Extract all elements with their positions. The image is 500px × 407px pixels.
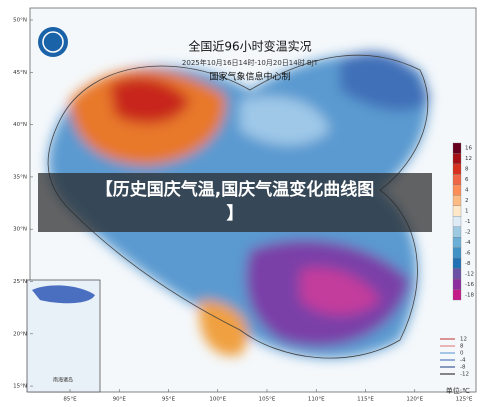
legend-label: 6 (465, 177, 469, 183)
legend-label: -6 (465, 250, 471, 256)
longitude-label: 120°E (406, 397, 423, 403)
banner-line: 【历史国庆气温,国庆气温变化曲线图 (95, 180, 375, 200)
longitude-label: 105°E (259, 397, 276, 403)
legend-label: 12 (465, 156, 472, 162)
legend-swatch (452, 268, 462, 280)
inset-land (32, 285, 95, 304)
legend-label: -16 (465, 282, 474, 288)
legend-swatch (452, 237, 462, 248)
legend-swatch (452, 163, 462, 175)
legend-label: 2 (465, 198, 469, 204)
latitude-label: 25°N (13, 279, 27, 285)
legend-label: -1 (465, 219, 470, 225)
legend-label: 1 (465, 209, 469, 215)
map-title: 全国近96小时变温实况 (188, 39, 311, 54)
latitude-label: 45°N (13, 70, 27, 76)
legend-swatch (452, 289, 462, 301)
producer: 国家气象信息中心制 (209, 71, 290, 83)
line-legend-label: -4 (460, 358, 466, 364)
latitude-label: 30°N (13, 227, 27, 233)
line-legend-label: -12 (460, 372, 469, 378)
line-legend-label: 8 (460, 344, 464, 350)
longitude-label: 95°E (162, 397, 176, 403)
legend-swatch (452, 257, 462, 269)
legend-swatch (452, 226, 462, 238)
map-subtitle: 2025年10月16日14时-10月20日14时 BJT (182, 58, 319, 67)
legend-swatch (452, 195, 462, 206)
legend-label: 4 (465, 188, 469, 194)
line-legend-label: 0 (460, 351, 464, 357)
longitude-label: 125°E (456, 397, 473, 403)
legend-label: -12 (465, 271, 474, 277)
legend-label: -4 (465, 240, 471, 246)
legend-swatch (452, 216, 462, 227)
line-legend-label: 12 (460, 337, 467, 343)
longitude-label: 110°E (308, 397, 325, 403)
legend-label: -8 (465, 261, 471, 267)
legend-swatch (452, 247, 462, 259)
legend-swatch (452, 184, 462, 196)
legend-swatch (452, 205, 462, 217)
line-legend-label: -8 (460, 365, 466, 371)
latitude-label: 20°N (13, 331, 27, 337)
legend-swatch (452, 153, 462, 165)
banner: 【历史国庆气温,国庆气温变化曲线图】 (38, 173, 432, 232)
longitude-label: 90°E (113, 397, 127, 403)
legend-unit: 单位:℃ (446, 386, 470, 395)
legend-swatch (452, 278, 462, 290)
longitude-label: 115°E (357, 397, 374, 403)
longitude-label: 85°E (63, 397, 77, 403)
latitude-label: 40°N (13, 122, 27, 128)
legend-swatch (452, 174, 462, 186)
legend-label: -18 (465, 292, 474, 298)
logo-ring (42, 31, 64, 53)
latitude-label: 35°N (13, 174, 27, 180)
legend-label: 8 (465, 167, 469, 173)
latitude-label: 15°N (13, 384, 27, 390)
longitude-label: 100°E (209, 397, 226, 403)
banner-line: 】 (226, 204, 244, 224)
legend-label: -2 (465, 229, 470, 235)
legend-label: 16 (465, 146, 472, 152)
country-border (47, 54, 429, 359)
inset-label: 南海诸岛 (53, 377, 73, 384)
legend-swatch (452, 142, 462, 154)
latitude-label: 50°N (13, 18, 27, 24)
